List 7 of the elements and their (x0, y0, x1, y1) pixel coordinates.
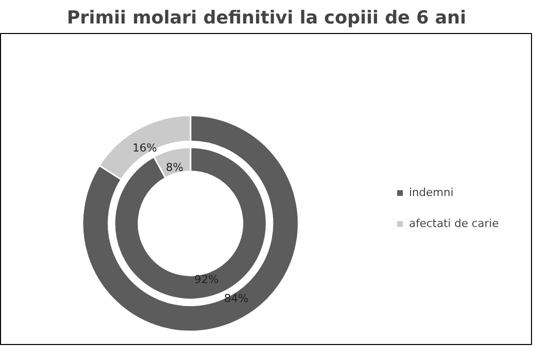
data-label: 84% (224, 292, 248, 306)
data-label: 16% (132, 142, 157, 155)
chart-title: Primii molari definitivi la copiii de 6 ani (66, 8, 466, 28)
legend-label: afectati de carie (409, 217, 499, 230)
data-label: 92% (194, 272, 219, 286)
legend-label: indemni (409, 186, 454, 199)
data-label: 8% (166, 160, 184, 174)
